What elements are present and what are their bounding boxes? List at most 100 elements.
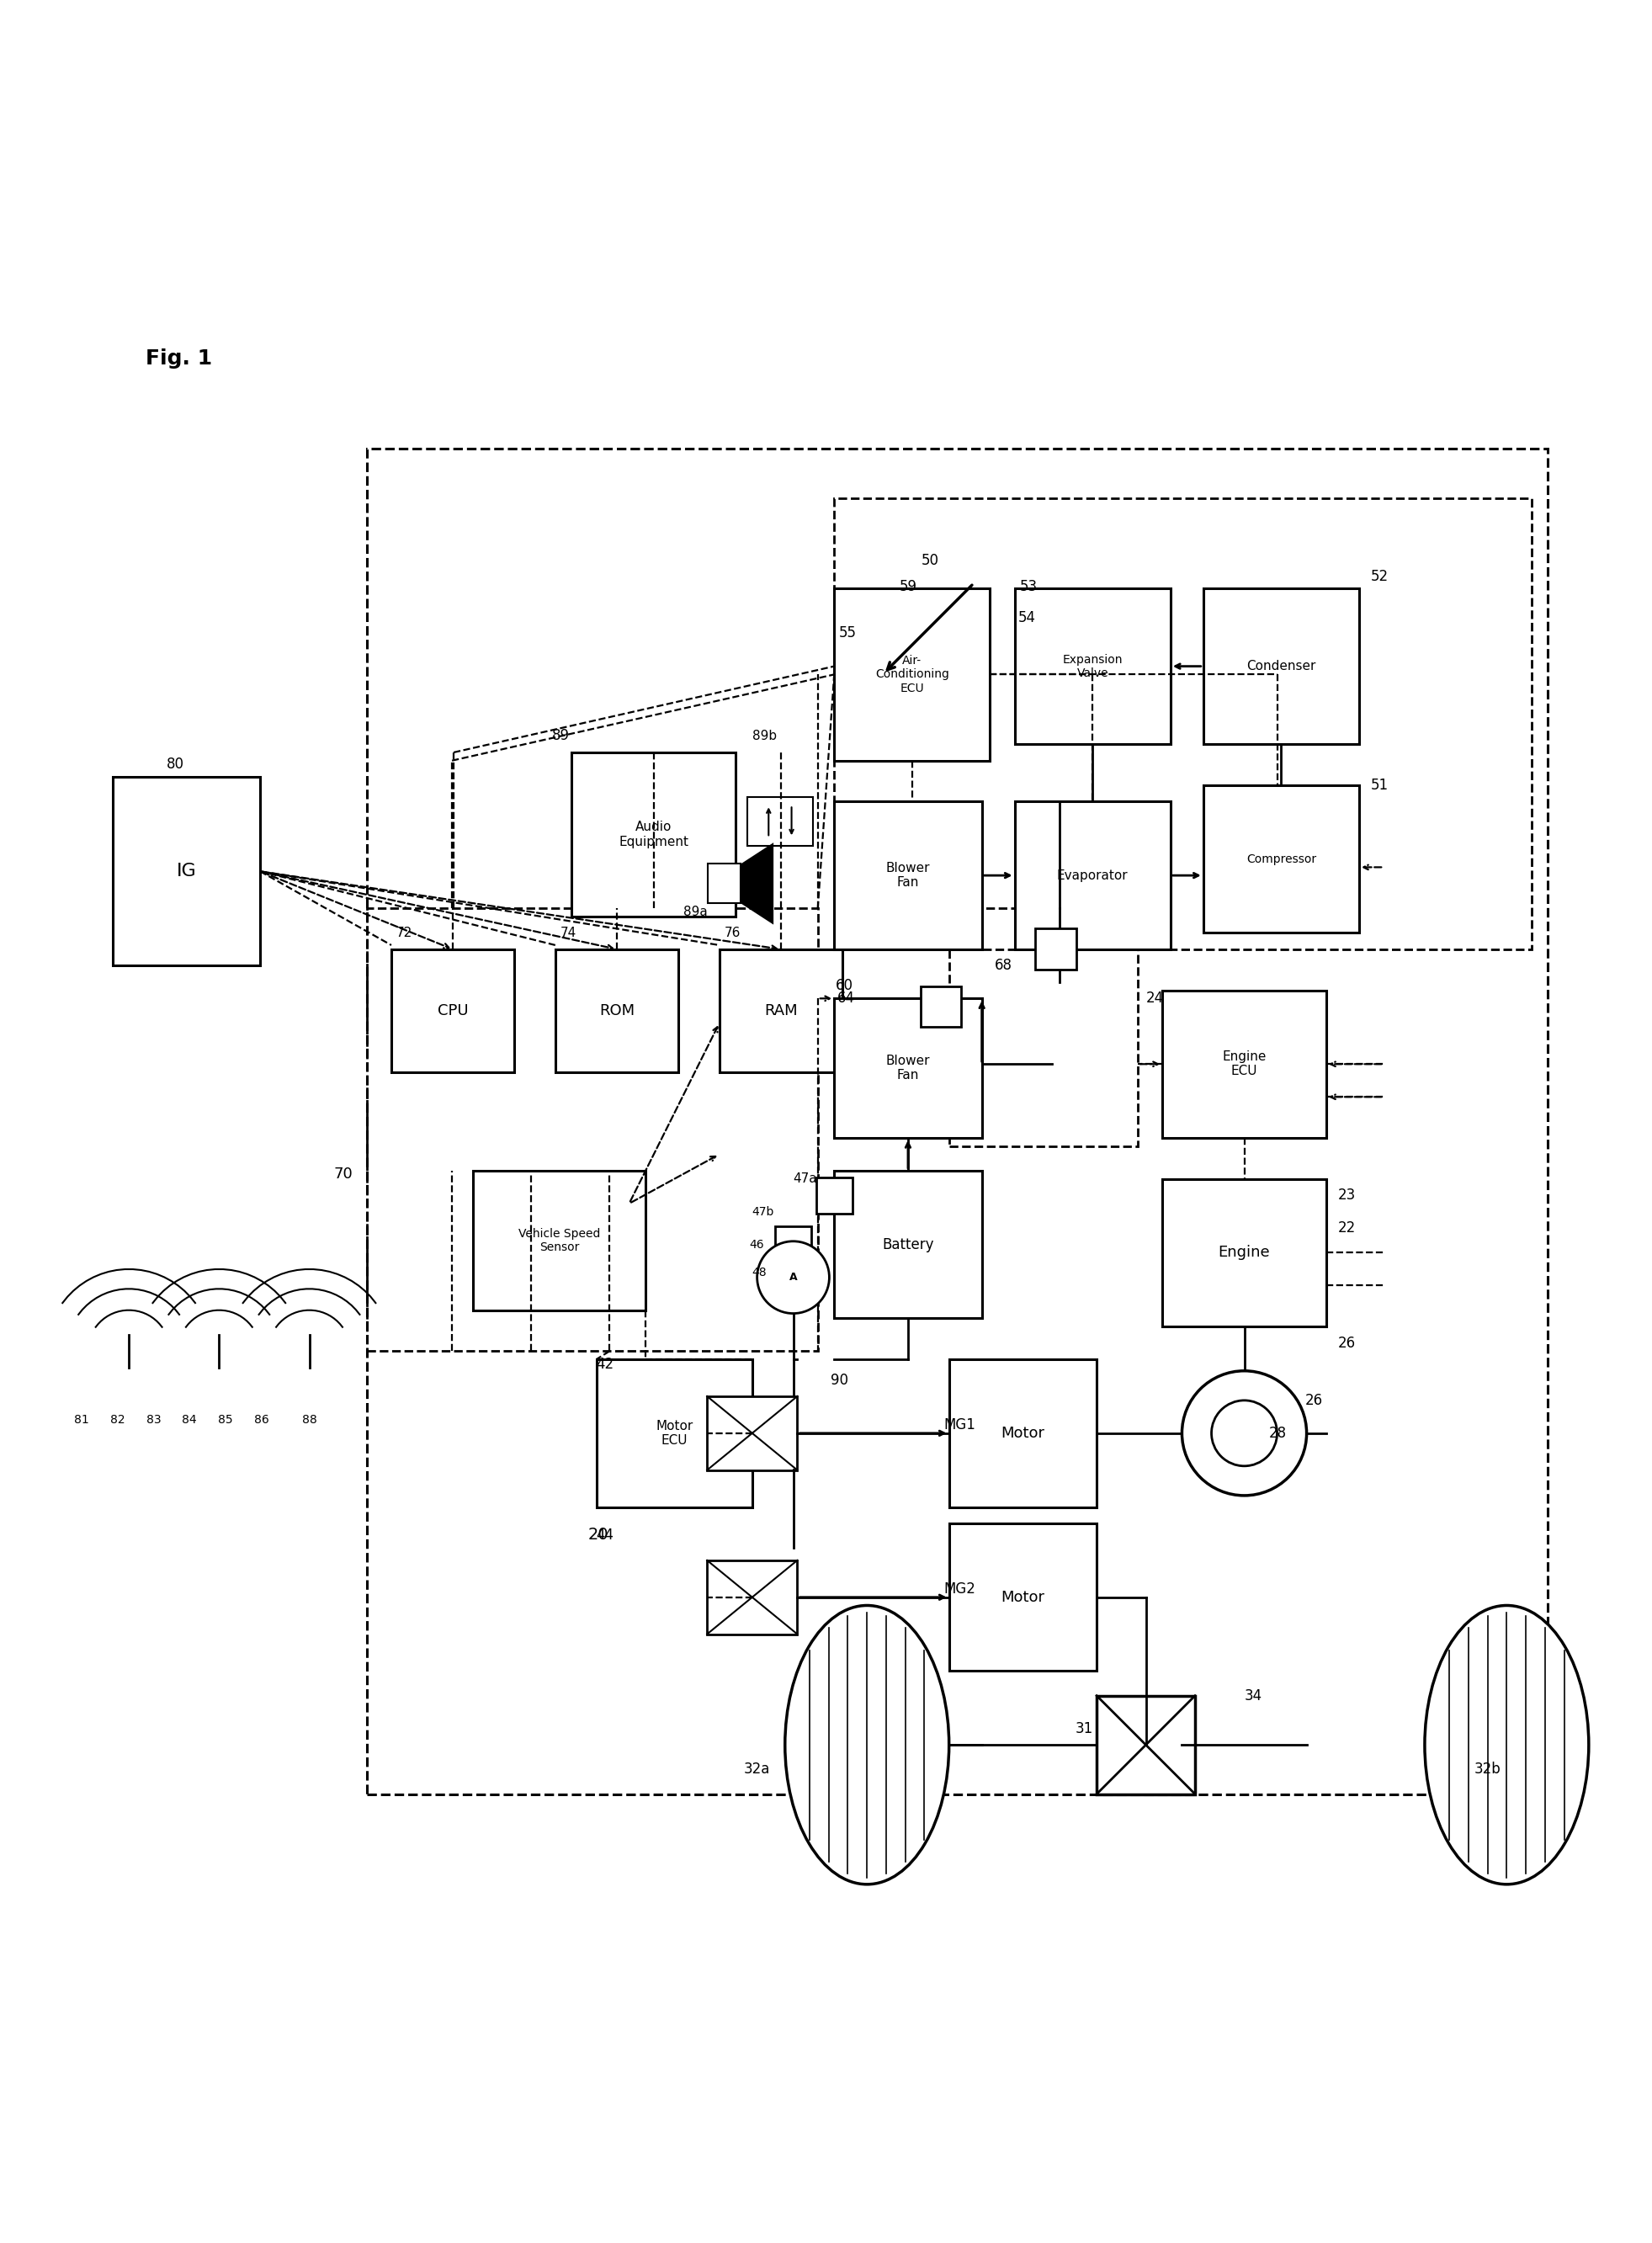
Bar [112, 776, 259, 967]
Text: Motor
ECU: Motor ECU [656, 1420, 692, 1447]
Text: 72: 72 [396, 926, 413, 940]
Text: Engine: Engine [1218, 1245, 1270, 1261]
Text: 89b: 89b [752, 729, 776, 742]
Text: 82: 82 [111, 1413, 126, 1427]
Bar [775, 1227, 811, 1263]
Text: 42: 42 [596, 1357, 615, 1373]
Text: Evaporator: Evaporator [1057, 868, 1128, 881]
Bar [1163, 1180, 1327, 1326]
Text: 31: 31 [1075, 1720, 1094, 1736]
Text: RAM: RAM [765, 1003, 798, 1018]
Text: 46: 46 [748, 1238, 763, 1249]
Bar [834, 498, 1531, 949]
Bar [719, 949, 843, 1072]
Text: 47b: 47b [752, 1207, 775, 1218]
Text: ROM: ROM [600, 1003, 634, 1018]
Bar [834, 998, 981, 1137]
Bar [367, 449, 1548, 1794]
Ellipse shape [1424, 1606, 1589, 1884]
Bar [367, 908, 818, 1350]
Text: 32a: 32a [743, 1763, 770, 1776]
Bar [392, 949, 514, 1072]
Bar [1014, 588, 1171, 745]
Text: 59: 59 [900, 579, 917, 594]
Text: 88: 88 [302, 1413, 317, 1427]
Text: Battery: Battery [882, 1236, 933, 1252]
Text: 70: 70 [334, 1166, 354, 1182]
Text: 26: 26 [1305, 1393, 1323, 1409]
Text: 47a: 47a [793, 1173, 818, 1184]
Circle shape [1211, 1400, 1277, 1467]
Bar [834, 801, 981, 949]
Bar [596, 1359, 752, 1507]
Text: 50: 50 [922, 552, 938, 567]
Text: 89a: 89a [684, 906, 707, 917]
Text: Vehicle Speed
Sensor: Vehicle Speed Sensor [519, 1227, 600, 1254]
Text: 90: 90 [831, 1373, 849, 1388]
Text: A: A [790, 1272, 798, 1283]
Text: 84: 84 [182, 1413, 197, 1427]
Bar [707, 1561, 798, 1635]
Bar [1203, 785, 1360, 933]
Text: 85: 85 [218, 1413, 233, 1427]
Bar [920, 987, 961, 1027]
Text: 81: 81 [74, 1413, 89, 1427]
Bar [707, 1397, 798, 1469]
Text: 64: 64 [838, 991, 856, 1007]
Text: Blower
Fan: Blower Fan [885, 1054, 930, 1081]
Circle shape [757, 1240, 829, 1314]
Text: 68: 68 [995, 958, 1013, 973]
Text: Audio
Equipment: Audio Equipment [620, 821, 689, 848]
Text: 52: 52 [1371, 570, 1388, 585]
Text: Air-
Conditioning
ECU: Air- Conditioning ECU [876, 655, 950, 693]
Bar [834, 588, 990, 760]
Text: MG2: MG2 [943, 1581, 976, 1597]
Text: 54: 54 [1018, 610, 1036, 626]
Text: 26: 26 [1338, 1335, 1356, 1350]
Ellipse shape [785, 1606, 948, 1884]
Text: Motor: Motor [1001, 1590, 1044, 1604]
Bar [1036, 929, 1075, 969]
Text: Condenser: Condenser [1247, 659, 1317, 673]
Text: 44: 44 [596, 1527, 615, 1543]
Text: 23: 23 [1338, 1189, 1356, 1202]
Text: 32b: 32b [1474, 1763, 1500, 1776]
Text: MG1: MG1 [943, 1418, 976, 1433]
Text: IG: IG [177, 864, 197, 879]
Text: 60: 60 [836, 978, 854, 994]
Bar [948, 1359, 1097, 1507]
Text: 74: 74 [560, 926, 577, 940]
Text: 83: 83 [145, 1413, 160, 1427]
Text: Blower
Fan: Blower Fan [885, 861, 930, 888]
Text: 53: 53 [1019, 579, 1037, 594]
Text: 34: 34 [1244, 1689, 1262, 1702]
Text: 89: 89 [552, 729, 570, 745]
Bar [1163, 989, 1327, 1137]
Text: 24: 24 [1146, 991, 1163, 1007]
Bar [474, 1171, 646, 1310]
Text: 22: 22 [1338, 1220, 1356, 1236]
Text: 20: 20 [588, 1527, 610, 1543]
Bar [948, 1523, 1097, 1671]
Text: 28: 28 [1269, 1427, 1287, 1440]
Text: 86: 86 [254, 1413, 269, 1427]
Bar [555, 949, 679, 1072]
Bar [747, 796, 813, 846]
Text: Fig. 1: Fig. 1 [145, 348, 211, 368]
Text: 80: 80 [167, 756, 185, 772]
Bar [834, 1171, 981, 1319]
Bar [1014, 801, 1171, 949]
Text: CPU: CPU [438, 1003, 468, 1018]
Text: Engine
ECU: Engine ECU [1222, 1050, 1267, 1077]
Text: Expansion
Valve: Expansion Valve [1062, 653, 1123, 680]
Text: 55: 55 [839, 626, 857, 639]
Text: 51: 51 [1371, 778, 1388, 792]
Bar [709, 864, 740, 904]
Text: 76: 76 [724, 926, 740, 940]
Bar [1203, 588, 1360, 745]
Bar [1097, 1696, 1194, 1794]
Text: Compressor: Compressor [1246, 852, 1317, 866]
Circle shape [1181, 1370, 1307, 1496]
Bar [572, 751, 735, 917]
Bar [948, 908, 1138, 1146]
